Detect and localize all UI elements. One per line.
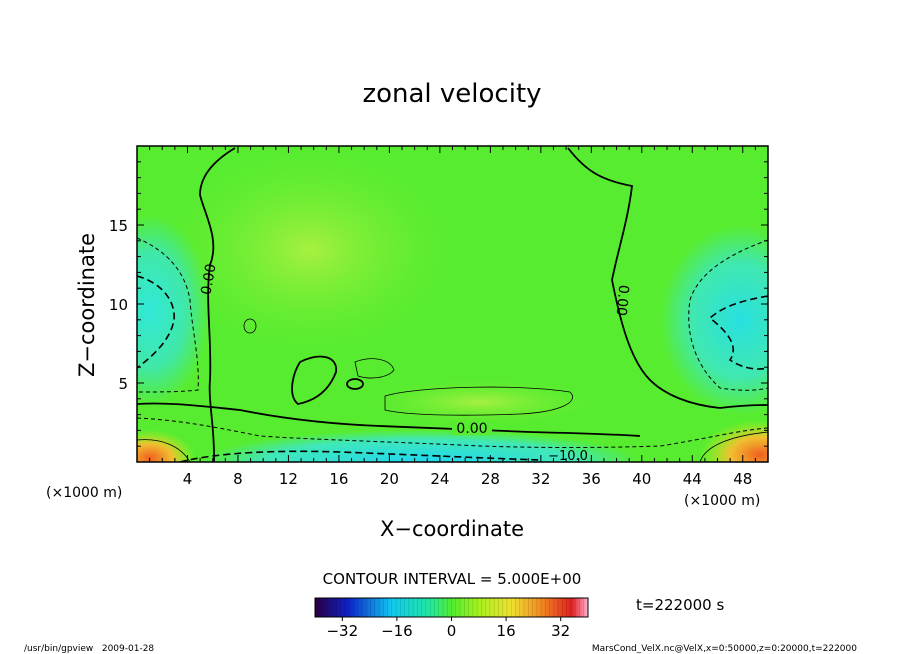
contour-label: −10.0 [548,449,588,464]
x-tick-label: 24 [430,470,449,488]
colorbar-tick-label: −16 [381,622,413,640]
x-tick-label: 8 [233,470,243,488]
x-tick-label: 28 [481,470,500,488]
contour-lines [137,147,768,462]
x-tick-label: 48 [733,470,752,488]
contour-zero-right [567,147,768,409]
contour-zero-bottom [137,402,641,437]
colorbar-ticks: −32 −16 0 16 32 [326,617,570,640]
contour-left-neg-outer [137,237,199,393]
contour-band [384,386,573,416]
contour-island-2 [346,378,364,390]
contour-right-neg-outer [688,239,768,391]
footer-left: /usr/bin/gpview 2009-01-28 [24,644,154,654]
contour-minus5 [137,417,768,448]
colorbar-tick-label: 32 [551,622,570,640]
contour-label: 0.00 [613,284,632,316]
x-axis-label: X−coordinate [380,517,524,541]
plot-area: 0.00 0.00 0.00 −10.0 [137,146,768,464]
x-axis-unit-right: (×1000 m) [684,493,760,509]
y-tick-label: 10 [109,296,128,314]
field-positive-left [137,430,195,462]
contour-interval: CONTOUR INTERVAL = 5.000E+00 [323,570,582,588]
x-axis: 4 8 12 16 20 24 28 32 36 40 44 48 [149,146,756,488]
contour-island-3 [354,358,395,379]
chart-title: zonal velocity [362,79,541,109]
field-negative-bottom [200,430,640,462]
y-tick-label: 5 [118,375,128,393]
contour-zero-left [199,147,236,462]
contour-label: 0.00 [456,421,487,437]
contour-minus10 [179,450,541,462]
x-tick-label: 32 [531,470,550,488]
y-tick-label: 15 [109,217,128,235]
contour-island-4 [243,318,257,334]
colorbar-tick-label: 16 [497,622,516,640]
contour-label: 0.00 [198,263,219,296]
x-tick-label: 20 [380,470,399,488]
colorbar-tick-label: −32 [326,622,358,640]
y-axis: 5 10 15 [109,161,768,447]
contour-label-mask [452,421,492,435]
colorbar-tick-label: 0 [447,622,457,640]
x-tick-label: 36 [582,470,601,488]
footer-right: MarsCond_VelX.nc@VelX,x=0:50000,z=0:2000… [592,644,857,654]
x-tick-label: 4 [183,470,193,488]
y-axis-label: Z−coordinate [75,233,99,377]
contour-island-1 [291,355,337,405]
field-negative-left [137,215,210,405]
time-label: t=222000 s [636,596,724,614]
field-light-band [370,380,590,424]
field-light-core [170,150,450,350]
x-tick-label: 44 [683,470,702,488]
contour-positive-right [699,431,768,462]
field-negative-right [660,225,768,415]
x-tick-label: 12 [279,470,298,488]
colorbar-stripes [318,598,585,617]
contour-right-neg-inner [708,295,768,370]
x-tick-label: 16 [329,470,348,488]
x-axis-unit-left: (×1000 m) [46,485,122,501]
field-positive-right [700,420,768,462]
x-tick-label: 40 [632,470,651,488]
